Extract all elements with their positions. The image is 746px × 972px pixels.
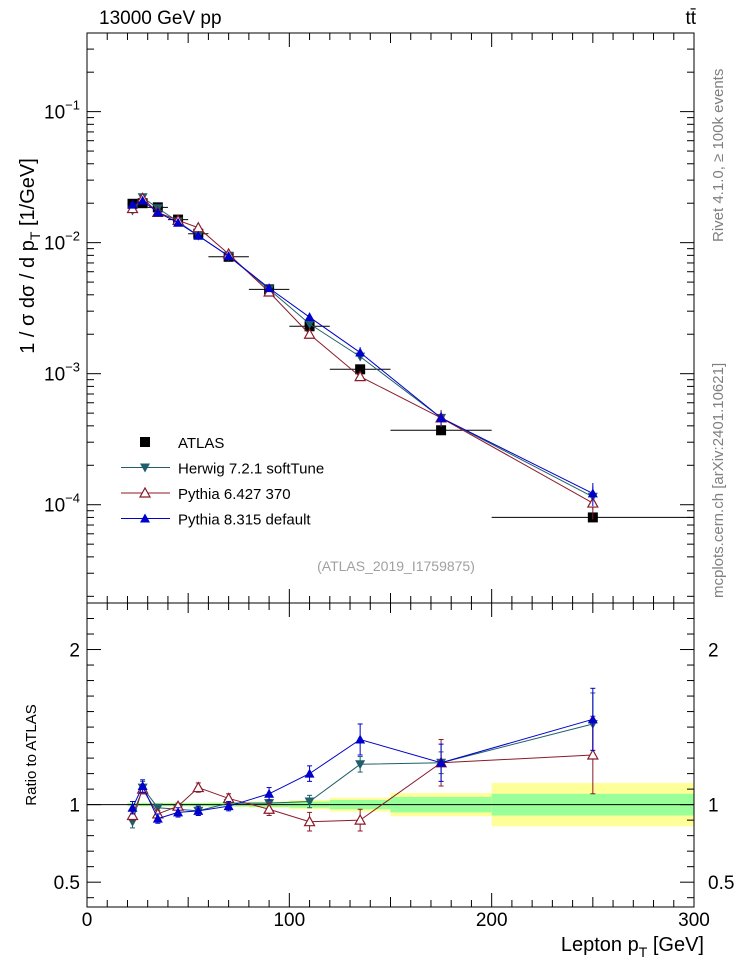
y-axis-label-sub: T bbox=[27, 231, 43, 240]
legend-entry-0: ATLAS bbox=[140, 435, 224, 452]
ratio-axis-label: Ratio to ATLAS bbox=[23, 704, 40, 805]
ratio-point bbox=[223, 801, 234, 811]
ratio-tick-label-left: 0.5 bbox=[54, 873, 80, 894]
main-axis-ticks: 10−110−210−310−4 bbox=[44, 33, 695, 603]
data-point bbox=[264, 283, 275, 293]
ratio-point bbox=[436, 757, 447, 767]
y-tick-exp: −1 bbox=[65, 98, 80, 113]
legend-entry-2: Pythia 6.427 370 bbox=[121, 486, 291, 503]
ratio-point bbox=[586, 748, 599, 760]
series-3 bbox=[127, 195, 598, 507]
x-axis-label: Lepton pT [GeV] bbox=[561, 934, 704, 960]
ratio-point bbox=[304, 797, 315, 807]
main-panel: 10−110−210−310−4 bbox=[44, 32, 695, 604]
y-tick-base: 10 bbox=[44, 496, 65, 517]
y-tick-label: 10−3 bbox=[44, 360, 80, 386]
ratio-point bbox=[263, 803, 276, 814]
ratio-point bbox=[303, 815, 316, 827]
x-tick-label: 200 bbox=[476, 910, 508, 931]
ratio-tick-label-left: 1 bbox=[69, 796, 80, 817]
y-tick-label: 10−4 bbox=[44, 491, 80, 517]
header-right: tt̄ bbox=[685, 8, 696, 29]
x-axis-label-main: Lepton p bbox=[561, 934, 639, 956]
data-point bbox=[127, 199, 138, 209]
data-point bbox=[355, 364, 366, 375]
rivet-version-label: Rivet 4.1.0, ≥ 100k events bbox=[710, 69, 727, 242]
ratio-point bbox=[192, 781, 205, 793]
y-axis-label-main: 1 / σ dσ / d p bbox=[17, 240, 39, 354]
data-point bbox=[193, 230, 204, 240]
ratio-point bbox=[193, 805, 204, 815]
ratio-point bbox=[152, 813, 163, 823]
x-tick-label: 100 bbox=[273, 910, 305, 931]
data-point bbox=[137, 195, 148, 205]
x-tick-label: 0 bbox=[82, 910, 93, 931]
data-point bbox=[223, 251, 234, 261]
x-axis-label-sub: T bbox=[639, 944, 648, 960]
data-point bbox=[304, 319, 315, 329]
series-line bbox=[132, 197, 594, 504]
mcplots-label: mcplots.cern.ch [arXiv:2401.10621] bbox=[710, 363, 727, 598]
ratio-point bbox=[355, 734, 366, 744]
y-tick-label: 10−2 bbox=[44, 229, 80, 255]
ratio-tick-label-left: 2 bbox=[69, 641, 80, 662]
x-tick-labels: 0 100 200 300 bbox=[82, 910, 710, 931]
ratio-tick-label-right: 0.5 bbox=[708, 873, 734, 894]
y-tick-label: 10−1 bbox=[44, 98, 80, 124]
ratio-series bbox=[126, 687, 599, 832]
legend-marker bbox=[138, 486, 152, 498]
y-axis-label-unit: [1/GeV] bbox=[17, 158, 39, 231]
ratio-point bbox=[137, 781, 148, 791]
y-tick-base: 10 bbox=[44, 365, 65, 386]
ratio-series-3 bbox=[127, 687, 598, 824]
legend-entry-3: Pythia 8.315 default bbox=[121, 512, 311, 529]
x-axis-label-unit: [GeV] bbox=[647, 934, 704, 956]
ratio-panel: 0.5 0.5 1 1 2 2 bbox=[54, 602, 734, 908]
data-point bbox=[304, 312, 315, 322]
legend-label: Pythia 8.315 default bbox=[178, 512, 311, 529]
legend-label: Herwig 7.2.1 softTune bbox=[178, 461, 324, 478]
header-left: 13000 GeV pp bbox=[99, 8, 222, 29]
y-tick-exp: −2 bbox=[65, 229, 80, 244]
ratio-point bbox=[173, 807, 184, 817]
ratio-point bbox=[127, 802, 138, 812]
y-tick-base: 10 bbox=[44, 234, 65, 255]
ratio-point bbox=[304, 768, 315, 778]
ratio-frame bbox=[86, 602, 695, 908]
ratio-point bbox=[126, 809, 139, 821]
legend-entry-1: Herwig 7.2.1 softTune bbox=[121, 461, 324, 478]
data-point bbox=[355, 347, 366, 357]
main-series bbox=[126, 192, 694, 523]
data-point bbox=[173, 217, 184, 227]
data-point bbox=[436, 425, 447, 436]
legend-marker bbox=[140, 463, 150, 473]
legend-marker bbox=[140, 513, 150, 523]
y-tick-base: 10 bbox=[44, 103, 65, 124]
data-point bbox=[354, 370, 367, 382]
ratio-point bbox=[264, 788, 275, 798]
data-point bbox=[192, 221, 205, 233]
legend-label: Pythia 6.427 370 bbox=[178, 486, 291, 503]
ratio-tick-label-right: 2 bbox=[708, 641, 719, 662]
legend-label: ATLAS bbox=[178, 435, 224, 452]
ratio-axis-ticks: 0.5 0.5 1 1 2 2 bbox=[54, 603, 734, 907]
data-point bbox=[303, 328, 316, 339]
data-point bbox=[152, 207, 163, 217]
data-point bbox=[436, 412, 447, 422]
y-tick-exp: −3 bbox=[65, 360, 80, 375]
ratio-tick-label-right: 1 bbox=[708, 796, 719, 817]
x-tick-label: 300 bbox=[678, 910, 710, 931]
ratio-point bbox=[354, 813, 367, 825]
data-point bbox=[587, 488, 598, 498]
y-tick-exp: −4 bbox=[65, 491, 80, 506]
legend: ATLAS Herwig 7.2.1 softTune Pythia 6.427 3… bbox=[121, 435, 324, 529]
y-axis-label: 1 / σ dσ / d pT [1/GeV] bbox=[17, 158, 43, 354]
ratio-point bbox=[355, 760, 366, 770]
analysis-label: (ATLAS_2019_I1759875) bbox=[317, 558, 475, 574]
ratio-point bbox=[587, 714, 598, 724]
legend-marker bbox=[140, 437, 150, 447]
